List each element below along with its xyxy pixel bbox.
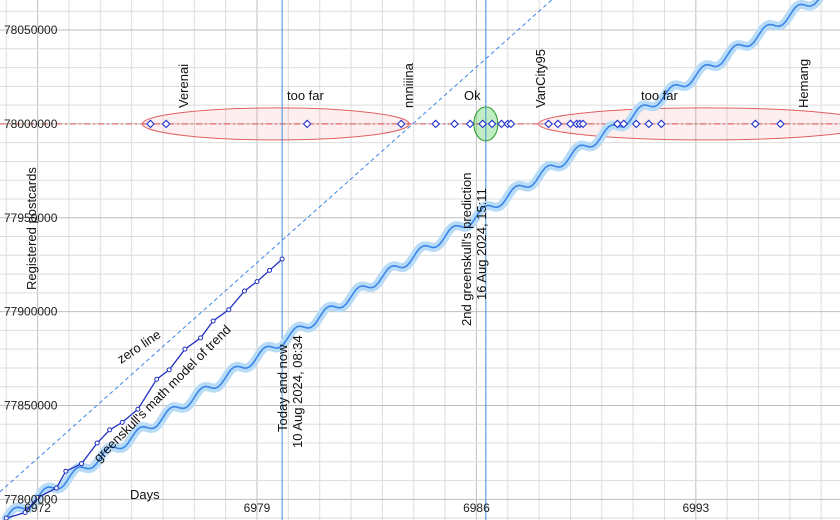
region-label-ok: Ok: [464, 88, 481, 103]
observed-point: [3, 515, 9, 520]
observed-point: [267, 267, 273, 273]
prediction-marker: [631, 119, 641, 129]
observed-point: [63, 468, 69, 474]
observed-point: [22, 509, 28, 515]
x-tick-label: 6993: [682, 501, 709, 515]
prediction-label-hemang: Hemang: [796, 59, 811, 108]
now-annotation-line1: Today and now: [275, 344, 290, 432]
observed-point: [198, 335, 204, 341]
y-tick-label: 78000000: [4, 117, 58, 131]
axis-ticks: 6972 6979 6986 6993 77800000 77850000 77900000…: [4, 23, 709, 515]
zero-line-annotation: zero line: [114, 327, 163, 367]
y-tick-label: 77850000: [4, 398, 58, 412]
observed-point: [154, 376, 160, 382]
prediction-marker: [497, 119, 506, 129]
y-tick-label: 78050000: [4, 23, 58, 37]
prediction-marker: [487, 119, 497, 129]
prediction-annotation-line1: 2nd greenskull's prediction: [459, 172, 474, 326]
prediction-label-vancity95: VanCity95: [533, 49, 548, 108]
y-axis-label: Registered postcards: [24, 167, 39, 290]
x-tick-label: 6986: [463, 501, 490, 515]
now-annotation-line2: 10 Aug 2024, 08:34: [290, 335, 305, 448]
prediction-marker: [644, 119, 654, 129]
observed-line: [6, 258, 283, 519]
prediction-marker: [396, 119, 406, 129]
model-line: [5, 0, 820, 519]
y-tick-label: 77800000: [4, 492, 58, 506]
prediction-marker: [450, 119, 459, 129]
prediction-marker: [566, 119, 575, 129]
prediction-annotation-line2: 16 Aug 2024, 15:11: [474, 188, 489, 300]
x-axis-label: Days: [130, 487, 160, 502]
observed-point: [78, 461, 84, 467]
observed-point: [241, 288, 247, 294]
observed-point: [166, 367, 172, 373]
prediction-marker: [553, 119, 563, 129]
observed-point: [94, 440, 100, 446]
prediction-label-nnniiina: nnniiina: [401, 62, 416, 108]
observed-point: [226, 307, 232, 313]
prediction-marker: [302, 119, 312, 129]
prediction-label-verenai: Verenai: [176, 64, 191, 108]
prediction-marker: [613, 119, 622, 129]
prediction-marker: [161, 119, 171, 129]
prediction-marker: [465, 119, 475, 129]
x-tick-label: 6979: [244, 501, 271, 515]
prediction-marker: [656, 119, 666, 129]
prediction-marker: [544, 119, 553, 129]
observed-point: [53, 485, 59, 491]
observed-point: [182, 346, 188, 352]
region-label-too-far-right: too far: [641, 88, 679, 103]
prediction-marker: [578, 119, 588, 129]
region-label-too-far-left: too far: [287, 88, 325, 103]
prediction-marker: [431, 119, 441, 129]
model-annotation: greenskull's math model of trend: [91, 322, 234, 465]
observed-point: [254, 279, 260, 285]
y-tick-label: 77900000: [4, 305, 58, 319]
prediction-marker: [619, 119, 629, 129]
y-tick-label: 77950000: [4, 211, 58, 225]
prediction-markers: [146, 119, 785, 129]
observed-point: [107, 427, 113, 433]
prediction-marker: [750, 119, 760, 129]
observed-point: [119, 419, 125, 425]
x-tick-label: 6972: [24, 501, 51, 515]
observed-point: [35, 494, 41, 500]
prediction-marker: [146, 119, 155, 129]
prediction-marker: [506, 119, 516, 129]
prediction-marker: [478, 119, 488, 129]
prediction-marker: [776, 119, 785, 129]
observed-point: [279, 256, 285, 262]
observed-point: [210, 318, 216, 324]
observed-point: [135, 406, 141, 412]
